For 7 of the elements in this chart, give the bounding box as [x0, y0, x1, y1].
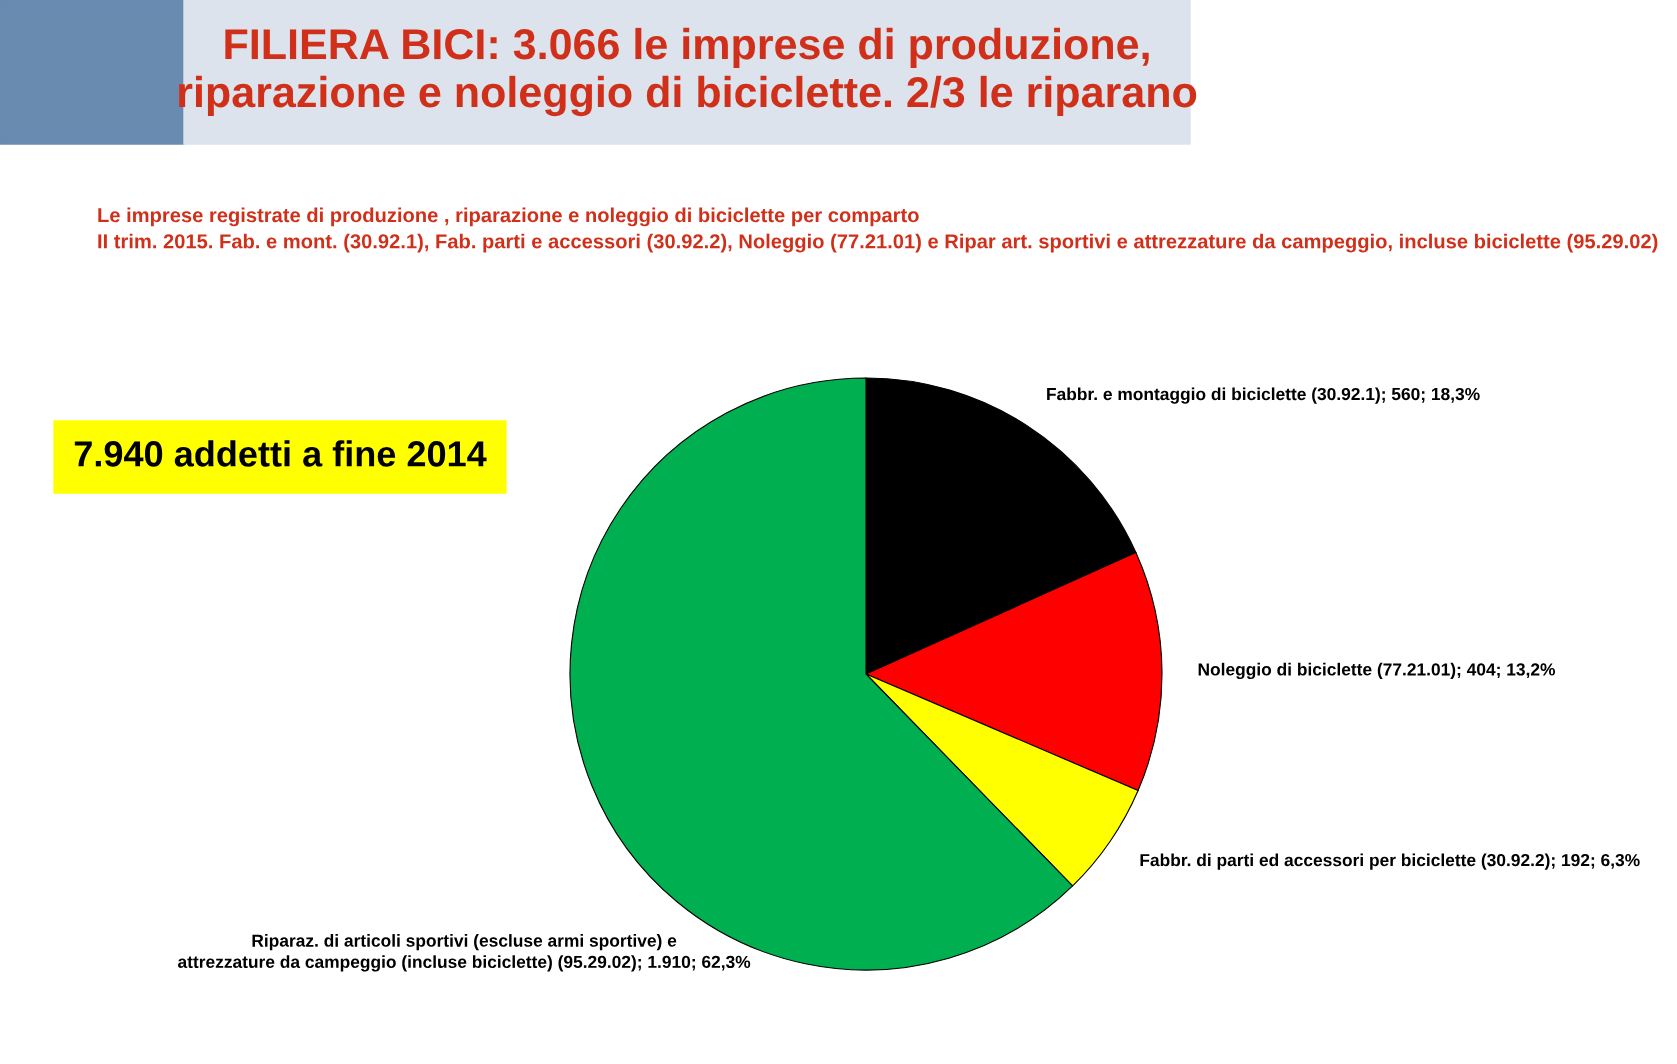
text: 7.940 addetti a fine 2014	[74, 440, 487, 467]
slice-label: Noleggio di biciclette (77.21.01); 404; 13,2%	[1198, 662, 1556, 680]
slice-label: Fabbr. di parti ed accessori per biciclette (30.92.2); 192; 6,3%	[1140, 853, 1640, 870]
slice-label: Riparaz. di articoli sportivi (escluse armi sportive) e attrezzature da campeggio (incluse biciclette) (95.29.02); 1.910; 62,3%	[178, 934, 751, 972]
chart-subtitle: Le imprese registrate di produzione , riparazione e noleggio di biciclette per comparto II trim. 2015. Fab. e mont. (30.92.1), Fab. parti e accessori (30.92.2), Noleggio (77.21.01) e Ripar art. sportivi e attrezzature da campeggio, incluse biciclette (95.29.02)	[98, 207, 1658, 253]
chart-title: FILIERA BICI: 3.066 le imprese di produzione, riparazione e noleggio di biciclette. 2/3 le riparano	[179, 27, 1197, 117]
slice-label: Fabbr. e montaggio di biciclette (30.92.1); 560; 18,3%	[1047, 387, 1480, 404]
